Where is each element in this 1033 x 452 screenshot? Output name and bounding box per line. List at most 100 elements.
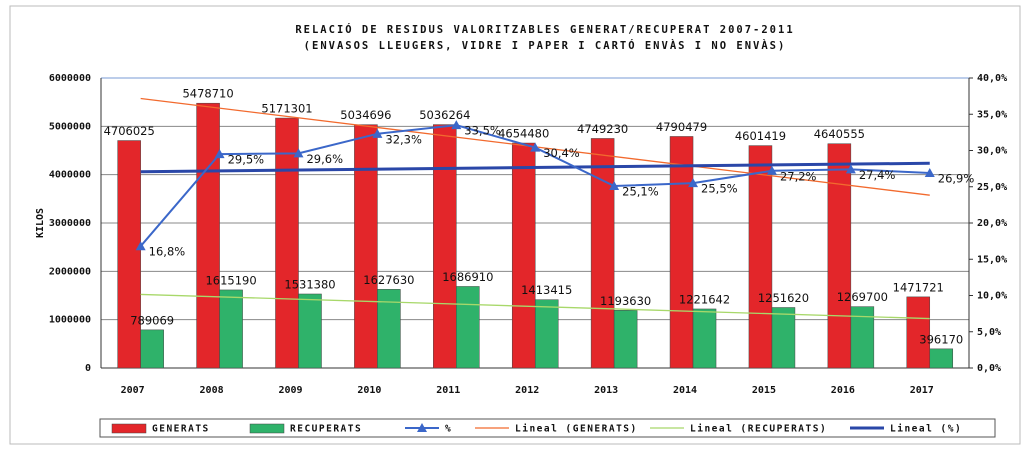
y-tick-label: 5000000 (49, 121, 91, 132)
bar (511, 142, 536, 369)
line-marker (293, 148, 304, 158)
line-value-label: 25,5% (701, 182, 738, 196)
y-tick-label: 0 (85, 363, 91, 374)
line-marker (688, 178, 699, 188)
y-axis-label: KILOS (35, 208, 46, 238)
x-tick-label: 2015 (752, 385, 776, 396)
x-tick-label: 2017 (910, 385, 934, 396)
bar (692, 308, 717, 369)
x-tick-label: 2013 (594, 385, 618, 396)
bar-value-label: 1221642 (679, 292, 730, 306)
bar (354, 124, 378, 369)
y2-tick-label: 35,0% (977, 109, 1007, 120)
bar (669, 136, 694, 369)
legend-label: Lineal (GENERATS) (515, 424, 638, 435)
bar (298, 293, 322, 369)
y-tick-label: 4000000 (49, 170, 91, 181)
bar-value-label: 5171301 (261, 102, 312, 116)
x-tick-label: 2016 (831, 385, 855, 396)
y-tick-label: 6000000 (49, 73, 91, 84)
bar-value-label: 1269700 (837, 290, 888, 304)
bar (929, 348, 954, 369)
bar (771, 307, 796, 369)
bar-value-label: 1471721 (893, 280, 944, 294)
bar (196, 102, 220, 369)
bar-value-label: 5478710 (182, 87, 233, 101)
y-tick-label: 3000000 (49, 218, 91, 229)
trend-line (140, 161, 930, 174)
line-value-label: 29,6% (306, 152, 343, 166)
x-tick-label: 2009 (278, 385, 302, 396)
y2-tick-label: 5,0% (977, 327, 1001, 338)
bar-value-label: 4654480 (498, 127, 549, 141)
bar (850, 306, 875, 369)
x-tick-label: 2007 (121, 385, 145, 396)
legend-label: Lineal (RECUPERATS) (690, 424, 827, 435)
bar-value-label: 396170 (919, 332, 963, 346)
bar-value-label: 4790479 (656, 120, 707, 134)
line-marker (372, 128, 383, 138)
trend-line (140, 293, 930, 320)
bar-value-label: 4601419 (735, 129, 786, 143)
legend-label: Lineal (%) (890, 424, 962, 435)
y2-tick-label: 40,0% (977, 73, 1007, 84)
bar-value-label: 1686910 (442, 270, 493, 284)
line-marker (530, 142, 541, 152)
line-marker (214, 149, 225, 159)
x-tick-label: 2012 (515, 385, 539, 396)
x-tick-label: 2011 (436, 385, 460, 396)
line-value-label: 25,1% (622, 185, 659, 199)
line-marker (845, 164, 856, 174)
line-value-label: 32,3% (385, 132, 422, 146)
legend-label: % (445, 424, 452, 435)
line-value-label: 26,9% (938, 171, 975, 185)
legend-swatch (249, 423, 285, 434)
bar (613, 310, 638, 369)
line-value-label: 27,4% (859, 168, 896, 182)
line-marker (924, 167, 935, 177)
x-tick-label: 2010 (357, 385, 381, 396)
bar-value-label: 4749230 (577, 122, 628, 136)
y-tick-label: 2000000 (49, 266, 91, 277)
legend-swatch (111, 423, 147, 434)
line-value-label: 29,5% (228, 153, 265, 167)
line-value-label: 30,4% (543, 146, 580, 160)
bar (456, 286, 480, 369)
bar-value-label: 1615190 (205, 273, 256, 287)
x-tick-label: 2014 (673, 385, 697, 396)
chart-subtitle: (ENVASOS LLEUGERS, VIDRE I PAPER I CARTÓ… (304, 39, 787, 52)
legend-box (99, 418, 996, 438)
bar (534, 299, 559, 369)
legend-marker (417, 423, 427, 432)
line-marker (609, 181, 620, 191)
bar-value-label: 4640555 (814, 127, 865, 141)
y2-tick-label: 10,0% (977, 291, 1007, 302)
bar (433, 124, 457, 369)
bar-value-label: 789069 (130, 313, 174, 327)
bar-value-label: 1251620 (758, 291, 809, 305)
y2-tick-label: 30,0% (977, 146, 1007, 157)
x-tick-label: 2008 (200, 385, 224, 396)
y2-tick-label: 20,0% (977, 218, 1007, 229)
bar (219, 289, 243, 369)
chart-title: RELACIÓ DE RESIDUS VALORITZABLES GENERAT… (295, 23, 794, 36)
bar-value-label: 1413415 (521, 283, 572, 297)
line-marker (451, 120, 462, 130)
line-marker (766, 165, 777, 175)
bar-value-label: 5034696 (340, 108, 391, 122)
bar (590, 138, 615, 369)
bar (275, 117, 299, 369)
bar (377, 289, 401, 369)
bar (117, 140, 141, 369)
line-value-label: 33,5% (464, 124, 501, 138)
bar-value-label: 1531380 (284, 277, 335, 291)
bar (906, 296, 931, 369)
bar (827, 143, 852, 369)
bar-value-label: 4706025 (104, 124, 155, 138)
y2-tick-label: 0,0% (977, 363, 1001, 374)
bar-value-label: 1627630 (363, 273, 414, 287)
y2-tick-label: 25,0% (977, 182, 1007, 193)
legend-label: RECUPERATS (290, 424, 362, 435)
bar (140, 329, 164, 369)
